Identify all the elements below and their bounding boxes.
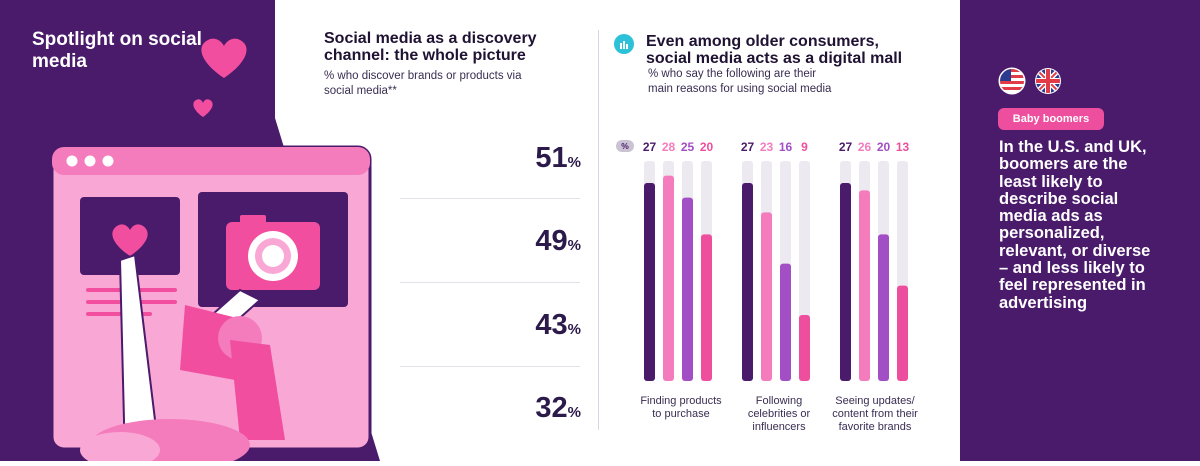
bar-millennials	[761, 212, 772, 381]
row-divider	[400, 366, 580, 367]
bar-gen-z	[840, 183, 851, 381]
category-label: Following celebrities or influencers	[747, 395, 811, 433]
data-label: 27	[643, 140, 657, 154]
chart-icon	[614, 34, 634, 54]
value-millennials: 49%	[535, 225, 581, 257]
data-label: 9	[801, 140, 808, 154]
data-label: 23	[760, 140, 774, 154]
pill-millennials: Millennials	[413, 236, 473, 248]
data-label: 20	[877, 140, 891, 154]
data-label: 26	[858, 140, 872, 154]
page-title: Spotlight on social media	[32, 29, 202, 72]
heart-icon	[201, 38, 247, 78]
bar-millennials	[859, 190, 870, 381]
mall-subtitle: % who say the following are their main r…	[648, 68, 832, 95]
bar-millennials	[663, 175, 674, 381]
social-media-illustration	[0, 0, 380, 466]
data-label: 27	[839, 140, 853, 154]
bar-gen-x	[780, 263, 791, 381]
us-flag-icon	[998, 67, 1026, 95]
illustration-panel: Spotlight on social media	[0, 0, 380, 466]
pill-gen-x: Gen X	[413, 320, 447, 332]
uk-flag-icon	[1035, 68, 1061, 94]
bar-baby-boomers	[799, 315, 810, 381]
data-label: 20	[700, 140, 714, 154]
bar-chart: 27 28 25 20 27 23 16 9 27 26 20 13	[643, 140, 910, 381]
unit-badge: %	[616, 140, 634, 152]
bar-baby-boomers	[897, 285, 908, 381]
data-label: 25	[681, 140, 695, 154]
bar-gen-x	[878, 234, 889, 381]
sidebar-text: In the U.S. and UK, boomers are the leas…	[999, 138, 1151, 312]
category-label: Seeing updates/ content from their favor…	[832, 395, 918, 433]
value-gen-z: 51%	[535, 142, 581, 174]
category-label: Finding products to purchase	[640, 395, 722, 420]
data-label: 28	[662, 140, 676, 154]
bar-gen-x	[682, 197, 693, 381]
heart-icon	[193, 99, 213, 117]
pill-gen-z: Gen Z	[413, 153, 447, 165]
mall-title: Even among older consumers, social media…	[646, 33, 903, 67]
row-divider	[400, 198, 580, 199]
data-label: 27	[741, 140, 755, 154]
value-gen-x: 43%	[535, 309, 581, 341]
row-divider	[400, 282, 580, 283]
data-label: 16	[779, 140, 793, 154]
camera-icon	[226, 215, 320, 290]
section-divider	[598, 30, 599, 430]
heart-icon	[112, 224, 148, 256]
pill-baby-boomers: Baby boomers	[413, 402, 493, 414]
bar-gen-z	[742, 183, 753, 381]
bar-baby-boomers	[701, 234, 712, 381]
bar-gen-z	[644, 183, 655, 381]
discovery-subtitle: % who discover brands or products via so…	[324, 70, 522, 97]
sidebar-pill: Baby boomers	[998, 108, 1104, 130]
data-label: 13	[896, 140, 910, 154]
discovery-title: Social media as a discovery channel: the…	[324, 30, 537, 64]
value-baby-boomers: 32%	[535, 392, 581, 424]
